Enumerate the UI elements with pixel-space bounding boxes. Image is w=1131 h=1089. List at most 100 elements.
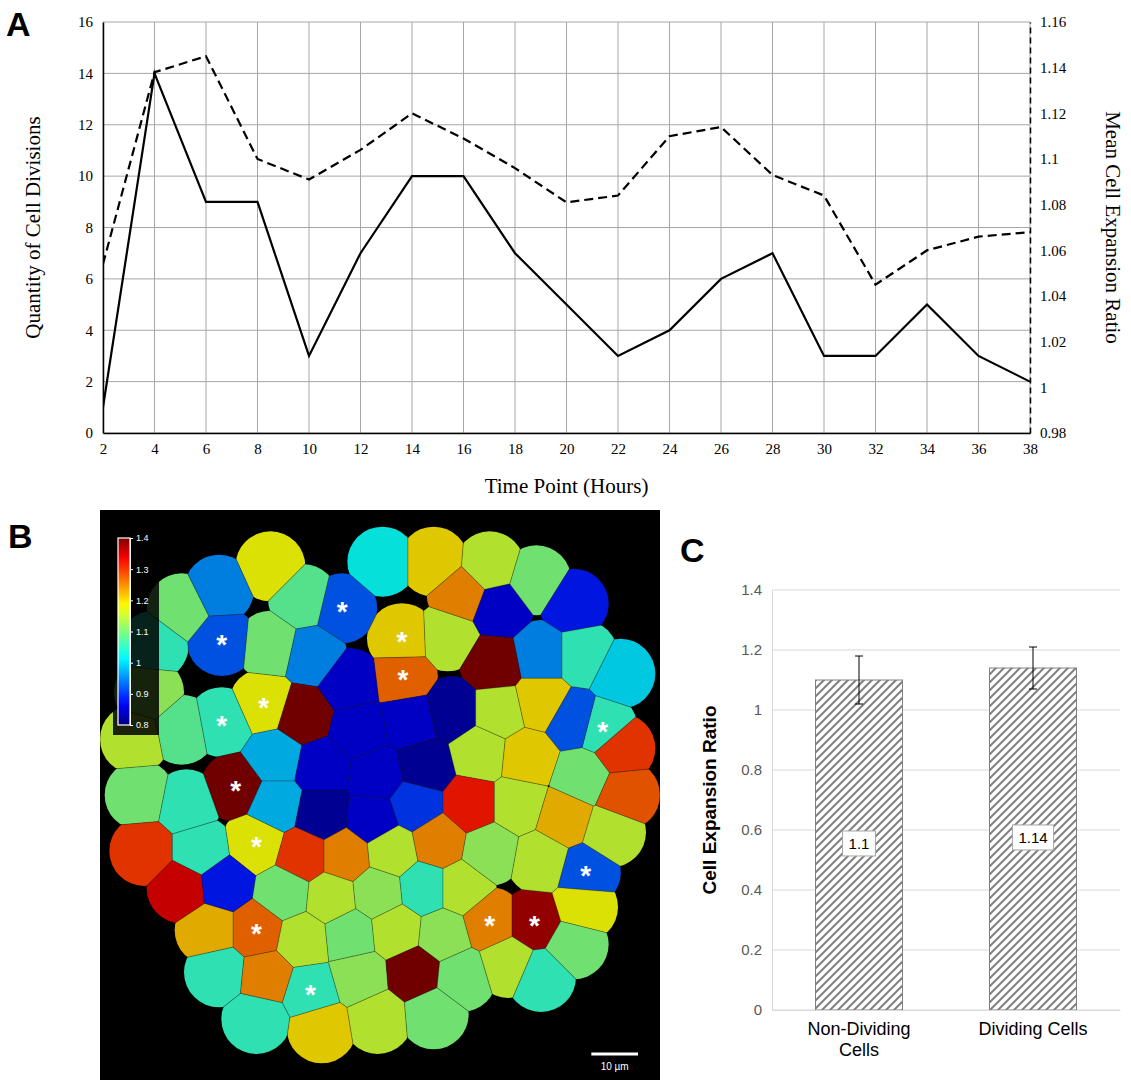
y-axis-title: Cell Expansion Ratio bbox=[699, 706, 720, 895]
x-tick: 10 bbox=[302, 433, 317, 457]
colorbar-tick-mark bbox=[130, 632, 133, 633]
x-tick-label-line: Cells bbox=[839, 1040, 879, 1060]
cell bbox=[412, 813, 466, 869]
error-bar-stem bbox=[1033, 647, 1034, 689]
y-tick: 10 bbox=[78, 168, 103, 184]
colorbar-tick-label: 0.8 bbox=[136, 720, 149, 730]
cell bbox=[324, 510, 408, 602]
grid-line-y bbox=[772, 590, 1120, 591]
x-tick-label: 6 bbox=[203, 441, 211, 457]
data-label-box bbox=[843, 831, 876, 856]
cell-marker: * bbox=[305, 979, 316, 1010]
y-tick-label: 1.4 bbox=[741, 581, 762, 598]
x-tick-label: 28 bbox=[766, 441, 781, 457]
x-tick: 14 bbox=[405, 433, 421, 457]
y-tick-label: 0.2 bbox=[741, 941, 762, 958]
cell bbox=[589, 597, 660, 711]
x-tick: 38 bbox=[1023, 433, 1038, 457]
y2-tick-label: 0.98 bbox=[1040, 425, 1066, 441]
x-tick-label: 18 bbox=[508, 441, 523, 457]
grid-line-y bbox=[103, 278, 1030, 279]
cell bbox=[443, 859, 498, 916]
cell-marker: * bbox=[216, 629, 227, 660]
x-tick: 4 bbox=[151, 433, 159, 457]
x-tick-label: 26 bbox=[714, 441, 730, 457]
x-tick: 22 bbox=[611, 433, 626, 457]
y2-tick-label: 1.02 bbox=[1040, 334, 1066, 350]
y2-tick: 1.14 bbox=[1030, 60, 1067, 76]
scale-bar-label: 10 µm bbox=[601, 1061, 629, 1072]
x-tick-label: 32 bbox=[869, 441, 884, 457]
cell bbox=[252, 865, 309, 921]
y-tick: 2 bbox=[86, 374, 104, 390]
colorbar-tick-mark bbox=[130, 569, 133, 570]
colorbar-tick-label: 1.1 bbox=[136, 627, 149, 637]
cell bbox=[404, 988, 516, 1080]
y2-axis: 0.9811.021.041.061.081.11.121.141.16 bbox=[1030, 14, 1067, 441]
y-tick-label: 2 bbox=[86, 374, 94, 390]
panel-label: B bbox=[8, 517, 33, 555]
y2-tick-label: 1.06 bbox=[1040, 243, 1067, 259]
cell bbox=[318, 644, 379, 710]
x-tick-label: 8 bbox=[254, 441, 262, 457]
colorbar-tick: 1.2 bbox=[130, 596, 149, 606]
cell bbox=[448, 726, 505, 782]
colorbar-tick-label: 1 bbox=[136, 658, 141, 668]
grid-line-y bbox=[103, 22, 1030, 23]
x-tick: 28 bbox=[766, 433, 781, 457]
y-tick-label: 16 bbox=[78, 14, 94, 30]
y2-tick-label: 1.04 bbox=[1040, 288, 1067, 304]
grid-line-y bbox=[772, 650, 1120, 651]
x-tick-label-line: Non-Dividing bbox=[807, 1019, 910, 1039]
x-tick: 12 bbox=[354, 433, 369, 457]
colorbar-background bbox=[113, 528, 159, 735]
cell-marker: * bbox=[529, 910, 540, 941]
grid-line-y bbox=[103, 124, 1030, 125]
y-tick-label: 6 bbox=[86, 271, 94, 287]
y-tick-label: 0.6 bbox=[741, 821, 762, 838]
x-tick-label: Non-DividingCells bbox=[807, 1019, 910, 1061]
y-tick: 0 bbox=[86, 425, 104, 441]
cell-marker: * bbox=[337, 596, 348, 627]
y-tick: 0.8 bbox=[741, 761, 772, 778]
x-tick-label: 24 bbox=[663, 441, 679, 457]
y2-tick-label: 1.14 bbox=[1040, 60, 1067, 76]
cell bbox=[132, 993, 290, 1080]
colorbar-tick: 0.8 bbox=[130, 720, 149, 730]
cell-marker: * bbox=[258, 692, 269, 723]
colorbar-tick-mark bbox=[130, 538, 133, 539]
x-tick-label: 12 bbox=[354, 441, 369, 457]
colorbar-tick-label: 0.9 bbox=[136, 689, 149, 699]
x-axis: 2468101214161820222426283032343638 bbox=[100, 433, 1038, 457]
x-tick-label: 16 bbox=[457, 441, 473, 457]
y-tick-label: 12 bbox=[78, 117, 93, 133]
y2-tick-label: 1.08 bbox=[1040, 197, 1066, 213]
y-tick: 14 bbox=[78, 66, 103, 82]
y-tick-label: 10 bbox=[78, 168, 93, 184]
y-axis-title: Quantity of Cell Divisions bbox=[21, 116, 45, 338]
error-bar-cap bbox=[855, 656, 863, 657]
cell bbox=[347, 745, 403, 799]
cell bbox=[501, 949, 660, 1080]
y2-tick: 1.12 bbox=[1030, 106, 1066, 122]
x-axis-line bbox=[104, 433, 1031, 435]
y2-tick: 1.06 bbox=[1030, 243, 1067, 259]
y-tick: 1 bbox=[754, 701, 772, 718]
y-tick-label: 8 bbox=[86, 220, 94, 236]
y2-axis-line bbox=[1030, 23, 1032, 434]
y-tick-label: 0 bbox=[86, 425, 94, 441]
x-tick-label: 10 bbox=[302, 441, 317, 457]
y2-tick-label: 1.16 bbox=[1040, 14, 1067, 30]
y-tick: 8 bbox=[86, 220, 104, 236]
y-tick: 1.2 bbox=[741, 641, 772, 658]
x-tick-label: 22 bbox=[611, 441, 626, 457]
x-tick: 16 bbox=[457, 433, 473, 457]
x-tick-label: 36 bbox=[972, 441, 988, 457]
x-tick: Non-DividingCells bbox=[807, 1010, 910, 1060]
x-tick: 8 bbox=[254, 433, 262, 457]
y-tick-label: 0 bbox=[754, 1001, 762, 1018]
error-bar-cap bbox=[1029, 689, 1037, 690]
y-tick: 12 bbox=[78, 117, 103, 133]
x-tick-label: 30 bbox=[817, 441, 832, 457]
y2-tick-label: 1 bbox=[1040, 380, 1048, 396]
